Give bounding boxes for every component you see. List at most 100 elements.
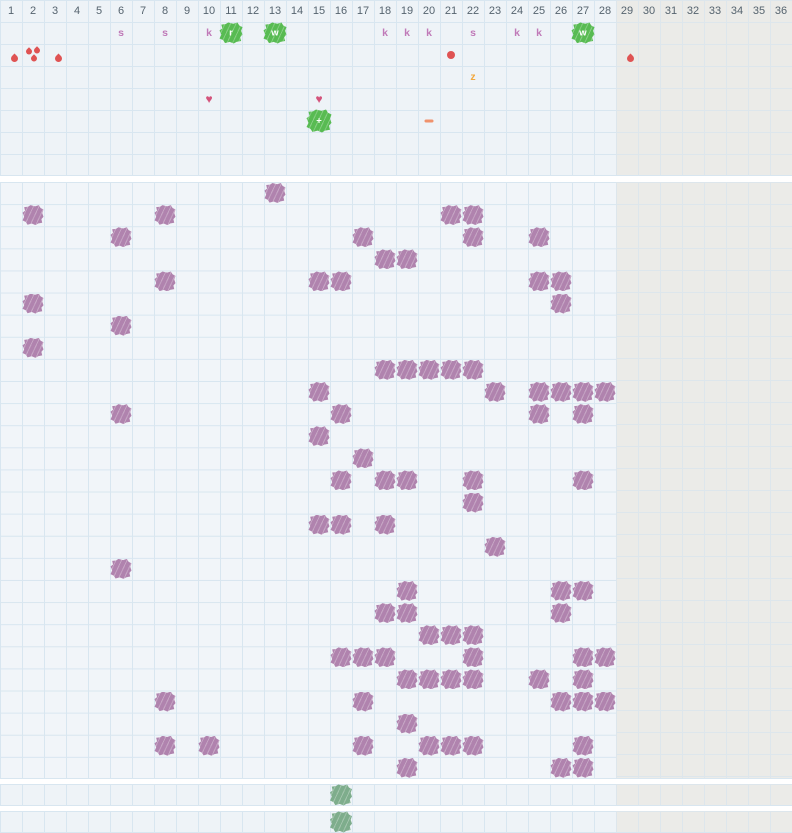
purple-blob[interactable]	[528, 669, 550, 690]
purple-blob[interactable]	[550, 691, 572, 712]
purple-blob[interactable]	[110, 558, 132, 579]
purple-blob[interactable]	[330, 647, 352, 668]
purple-blob[interactable]	[154, 691, 176, 712]
blood-drop[interactable]	[9, 53, 20, 64]
purple-blob[interactable]	[484, 382, 506, 403]
purple-blob[interactable]	[396, 359, 418, 380]
letter-z[interactable]: z	[470, 71, 476, 83]
purple-blob[interactable]	[418, 625, 440, 646]
purple-blob[interactable]	[572, 647, 594, 668]
purple-blob[interactable]	[110, 315, 132, 336]
purple-blob[interactable]	[550, 757, 572, 778]
purple-blob[interactable]	[462, 669, 484, 690]
purple-blob[interactable]	[396, 581, 418, 602]
purple-blob[interactable]	[462, 205, 484, 226]
purple-blob[interactable]	[110, 227, 132, 248]
purple-blob[interactable]	[462, 359, 484, 380]
purple-blob[interactable]	[330, 404, 352, 425]
purple-blob[interactable]	[374, 514, 396, 535]
teal-blob[interactable]	[330, 811, 352, 833]
green-blob-r[interactable]: r	[219, 22, 243, 44]
purple-blob[interactable]	[484, 536, 506, 557]
purple-blob[interactable]	[594, 691, 616, 712]
purple-blob[interactable]	[550, 382, 572, 403]
purple-blob[interactable]	[330, 514, 352, 535]
purple-blob[interactable]	[374, 359, 396, 380]
purple-blob[interactable]	[330, 470, 352, 491]
blood-drop[interactable]	[53, 53, 64, 64]
purple-blob[interactable]	[154, 205, 176, 226]
purple-blob[interactable]	[396, 470, 418, 491]
purple-blob[interactable]	[22, 205, 44, 226]
purple-blob[interactable]	[550, 293, 572, 314]
purple-blob[interactable]	[308, 271, 330, 292]
purple-blob[interactable]	[418, 359, 440, 380]
purple-blob[interactable]	[418, 735, 440, 756]
letter-k[interactable]: k	[426, 27, 432, 39]
purple-blob[interactable]	[396, 603, 418, 624]
purple-blob[interactable]	[550, 271, 572, 292]
green-blob-w[interactable]: w	[571, 22, 595, 44]
letter-k[interactable]: k	[514, 27, 520, 39]
purple-blob[interactable]	[110, 404, 132, 425]
purple-blob[interactable]	[462, 735, 484, 756]
purple-blob[interactable]	[396, 669, 418, 690]
purple-blob[interactable]	[396, 713, 418, 734]
purple-blob[interactable]	[572, 581, 594, 602]
purple-blob[interactable]	[374, 249, 396, 270]
purple-blob[interactable]	[374, 603, 396, 624]
purple-blob[interactable]	[528, 271, 550, 292]
letter-k[interactable]: k	[536, 27, 542, 39]
purple-blob[interactable]	[462, 625, 484, 646]
letter-s[interactable]: s	[118, 27, 124, 39]
purple-blob[interactable]	[594, 382, 616, 403]
purple-blob[interactable]	[396, 249, 418, 270]
purple-blob[interactable]	[440, 359, 462, 380]
purple-blob[interactable]	[572, 691, 594, 712]
purple-blob[interactable]	[528, 404, 550, 425]
purple-blob[interactable]	[572, 404, 594, 425]
purple-blob[interactable]	[572, 735, 594, 756]
purple-blob[interactable]	[154, 735, 176, 756]
purple-blob[interactable]	[418, 669, 440, 690]
purple-blob[interactable]	[22, 293, 44, 314]
purple-blob[interactable]	[462, 227, 484, 248]
purple-blob[interactable]	[462, 647, 484, 668]
purple-blob[interactable]	[352, 735, 374, 756]
purple-blob[interactable]	[550, 581, 572, 602]
blood-drops-cluster[interactable]	[24, 46, 42, 63]
purple-blob[interactable]	[462, 470, 484, 491]
purple-blob[interactable]	[528, 382, 550, 403]
purple-blob[interactable]	[440, 625, 462, 646]
purple-blob[interactable]	[22, 337, 44, 358]
purple-blob[interactable]	[308, 382, 330, 403]
dash-icon[interactable]	[424, 119, 434, 123]
purple-blob[interactable]	[352, 647, 374, 668]
letter-k[interactable]: k	[404, 27, 410, 39]
purple-blob[interactable]	[528, 227, 550, 248]
purple-blob[interactable]	[462, 492, 484, 513]
letter-k[interactable]: k	[206, 27, 212, 39]
purple-blob[interactable]	[374, 470, 396, 491]
letter-s[interactable]: s	[470, 27, 476, 39]
purple-blob[interactable]	[352, 448, 374, 469]
purple-blob[interactable]	[594, 647, 616, 668]
red-dot[interactable]	[447, 51, 455, 59]
purple-blob[interactable]	[572, 382, 594, 403]
purple-blob[interactable]	[308, 426, 330, 447]
purple-blob[interactable]	[550, 603, 572, 624]
purple-blob[interactable]	[440, 669, 462, 690]
purple-blob[interactable]	[198, 735, 220, 756]
green-blob-w[interactable]: w	[263, 22, 287, 44]
purple-blob[interactable]	[264, 183, 286, 204]
letter-s[interactable]: s	[162, 27, 168, 39]
purple-blob[interactable]	[330, 271, 352, 292]
purple-blob[interactable]	[374, 647, 396, 668]
purple-blob[interactable]	[352, 691, 374, 712]
purple-blob[interactable]	[396, 757, 418, 778]
teal-blob[interactable]	[330, 784, 352, 806]
purple-blob[interactable]	[572, 669, 594, 690]
heart-icon[interactable]: ♥	[205, 92, 213, 106]
purple-blob[interactable]	[572, 470, 594, 491]
green-blob-plus[interactable]: +	[306, 109, 332, 133]
